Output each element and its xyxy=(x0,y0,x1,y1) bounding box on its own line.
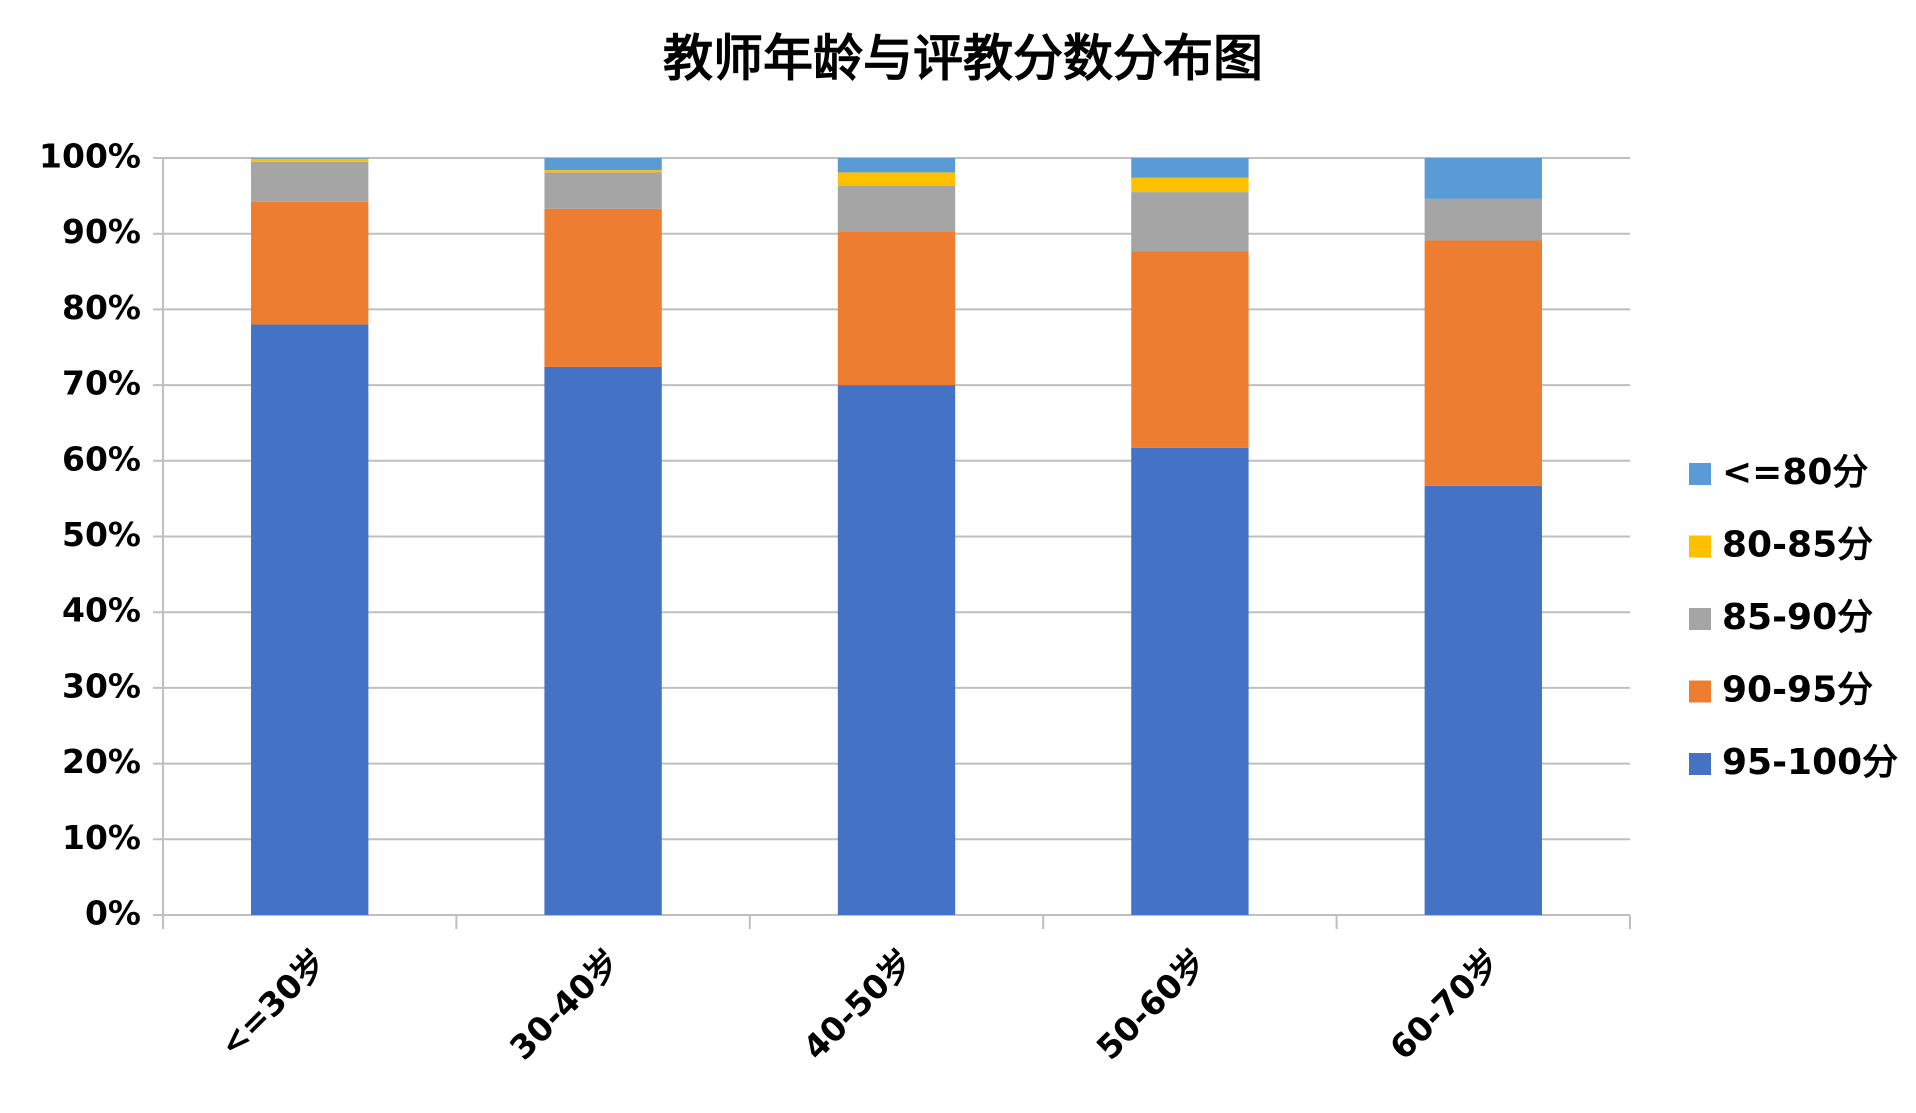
y-tick-label: 60% xyxy=(62,439,141,478)
y-tick-label: 50% xyxy=(62,515,141,554)
bar-segment xyxy=(251,161,369,202)
bar-segment xyxy=(251,158,369,162)
y-tick-label: 20% xyxy=(62,742,141,781)
legend-label: <=80分 xyxy=(1722,452,1868,493)
bar-segment xyxy=(1424,198,1542,241)
y-tick-label: 70% xyxy=(62,364,141,403)
bar-segment xyxy=(837,231,956,386)
legend-swatch xyxy=(1689,608,1711,630)
x-tick-label: 30-40岁 xyxy=(502,942,628,1068)
legend-label: 85-90分 xyxy=(1722,597,1873,638)
bar-segment xyxy=(251,324,369,915)
y-tick-label: 10% xyxy=(62,818,141,857)
bar-segment xyxy=(1131,447,1249,915)
legend-swatch xyxy=(1689,463,1711,485)
bar-segment xyxy=(544,172,662,209)
bar-segment xyxy=(1131,158,1249,178)
chart-title: 教师年龄与评教分数分布图 xyxy=(663,30,1263,88)
bar-segment xyxy=(1131,251,1249,448)
bar-segment xyxy=(251,158,369,159)
y-tick-label: 0% xyxy=(85,894,141,933)
bar-segment xyxy=(1131,192,1249,252)
bar-segment xyxy=(251,201,369,325)
bar-segment xyxy=(544,366,662,915)
bar-segment xyxy=(1131,177,1249,193)
bar-segment xyxy=(837,385,956,916)
legend-swatch xyxy=(1689,535,1711,558)
bar-segment xyxy=(837,158,956,173)
x-tick-label: 60-70岁 xyxy=(1382,942,1508,1068)
legend-label: 95-100分 xyxy=(1722,742,1898,783)
x-tick-label: <=30岁 xyxy=(212,942,334,1064)
bar-segment xyxy=(837,186,956,232)
bar-segment xyxy=(544,170,662,173)
y-tick-label: 100% xyxy=(39,137,141,176)
bar-segment xyxy=(544,158,662,171)
y-tick-label: 80% xyxy=(62,288,141,327)
y-tick-label: 90% xyxy=(62,212,141,251)
y-tick-label: 30% xyxy=(62,666,141,705)
x-tick-label: 50-60岁 xyxy=(1089,942,1215,1068)
bar-segment xyxy=(837,172,956,187)
legend-swatch xyxy=(1689,680,1711,703)
legend-label: 90-95分 xyxy=(1722,670,1873,711)
bar-segment xyxy=(1424,158,1542,199)
legend-label: 80-85分 xyxy=(1722,525,1873,566)
bar-segment xyxy=(544,208,662,367)
x-tick-label: 40-50岁 xyxy=(795,942,921,1068)
y-tick-label: 40% xyxy=(62,591,141,630)
bar-segment xyxy=(1424,240,1542,486)
bar-segment xyxy=(1424,485,1542,915)
legend-swatch xyxy=(1689,753,1711,775)
